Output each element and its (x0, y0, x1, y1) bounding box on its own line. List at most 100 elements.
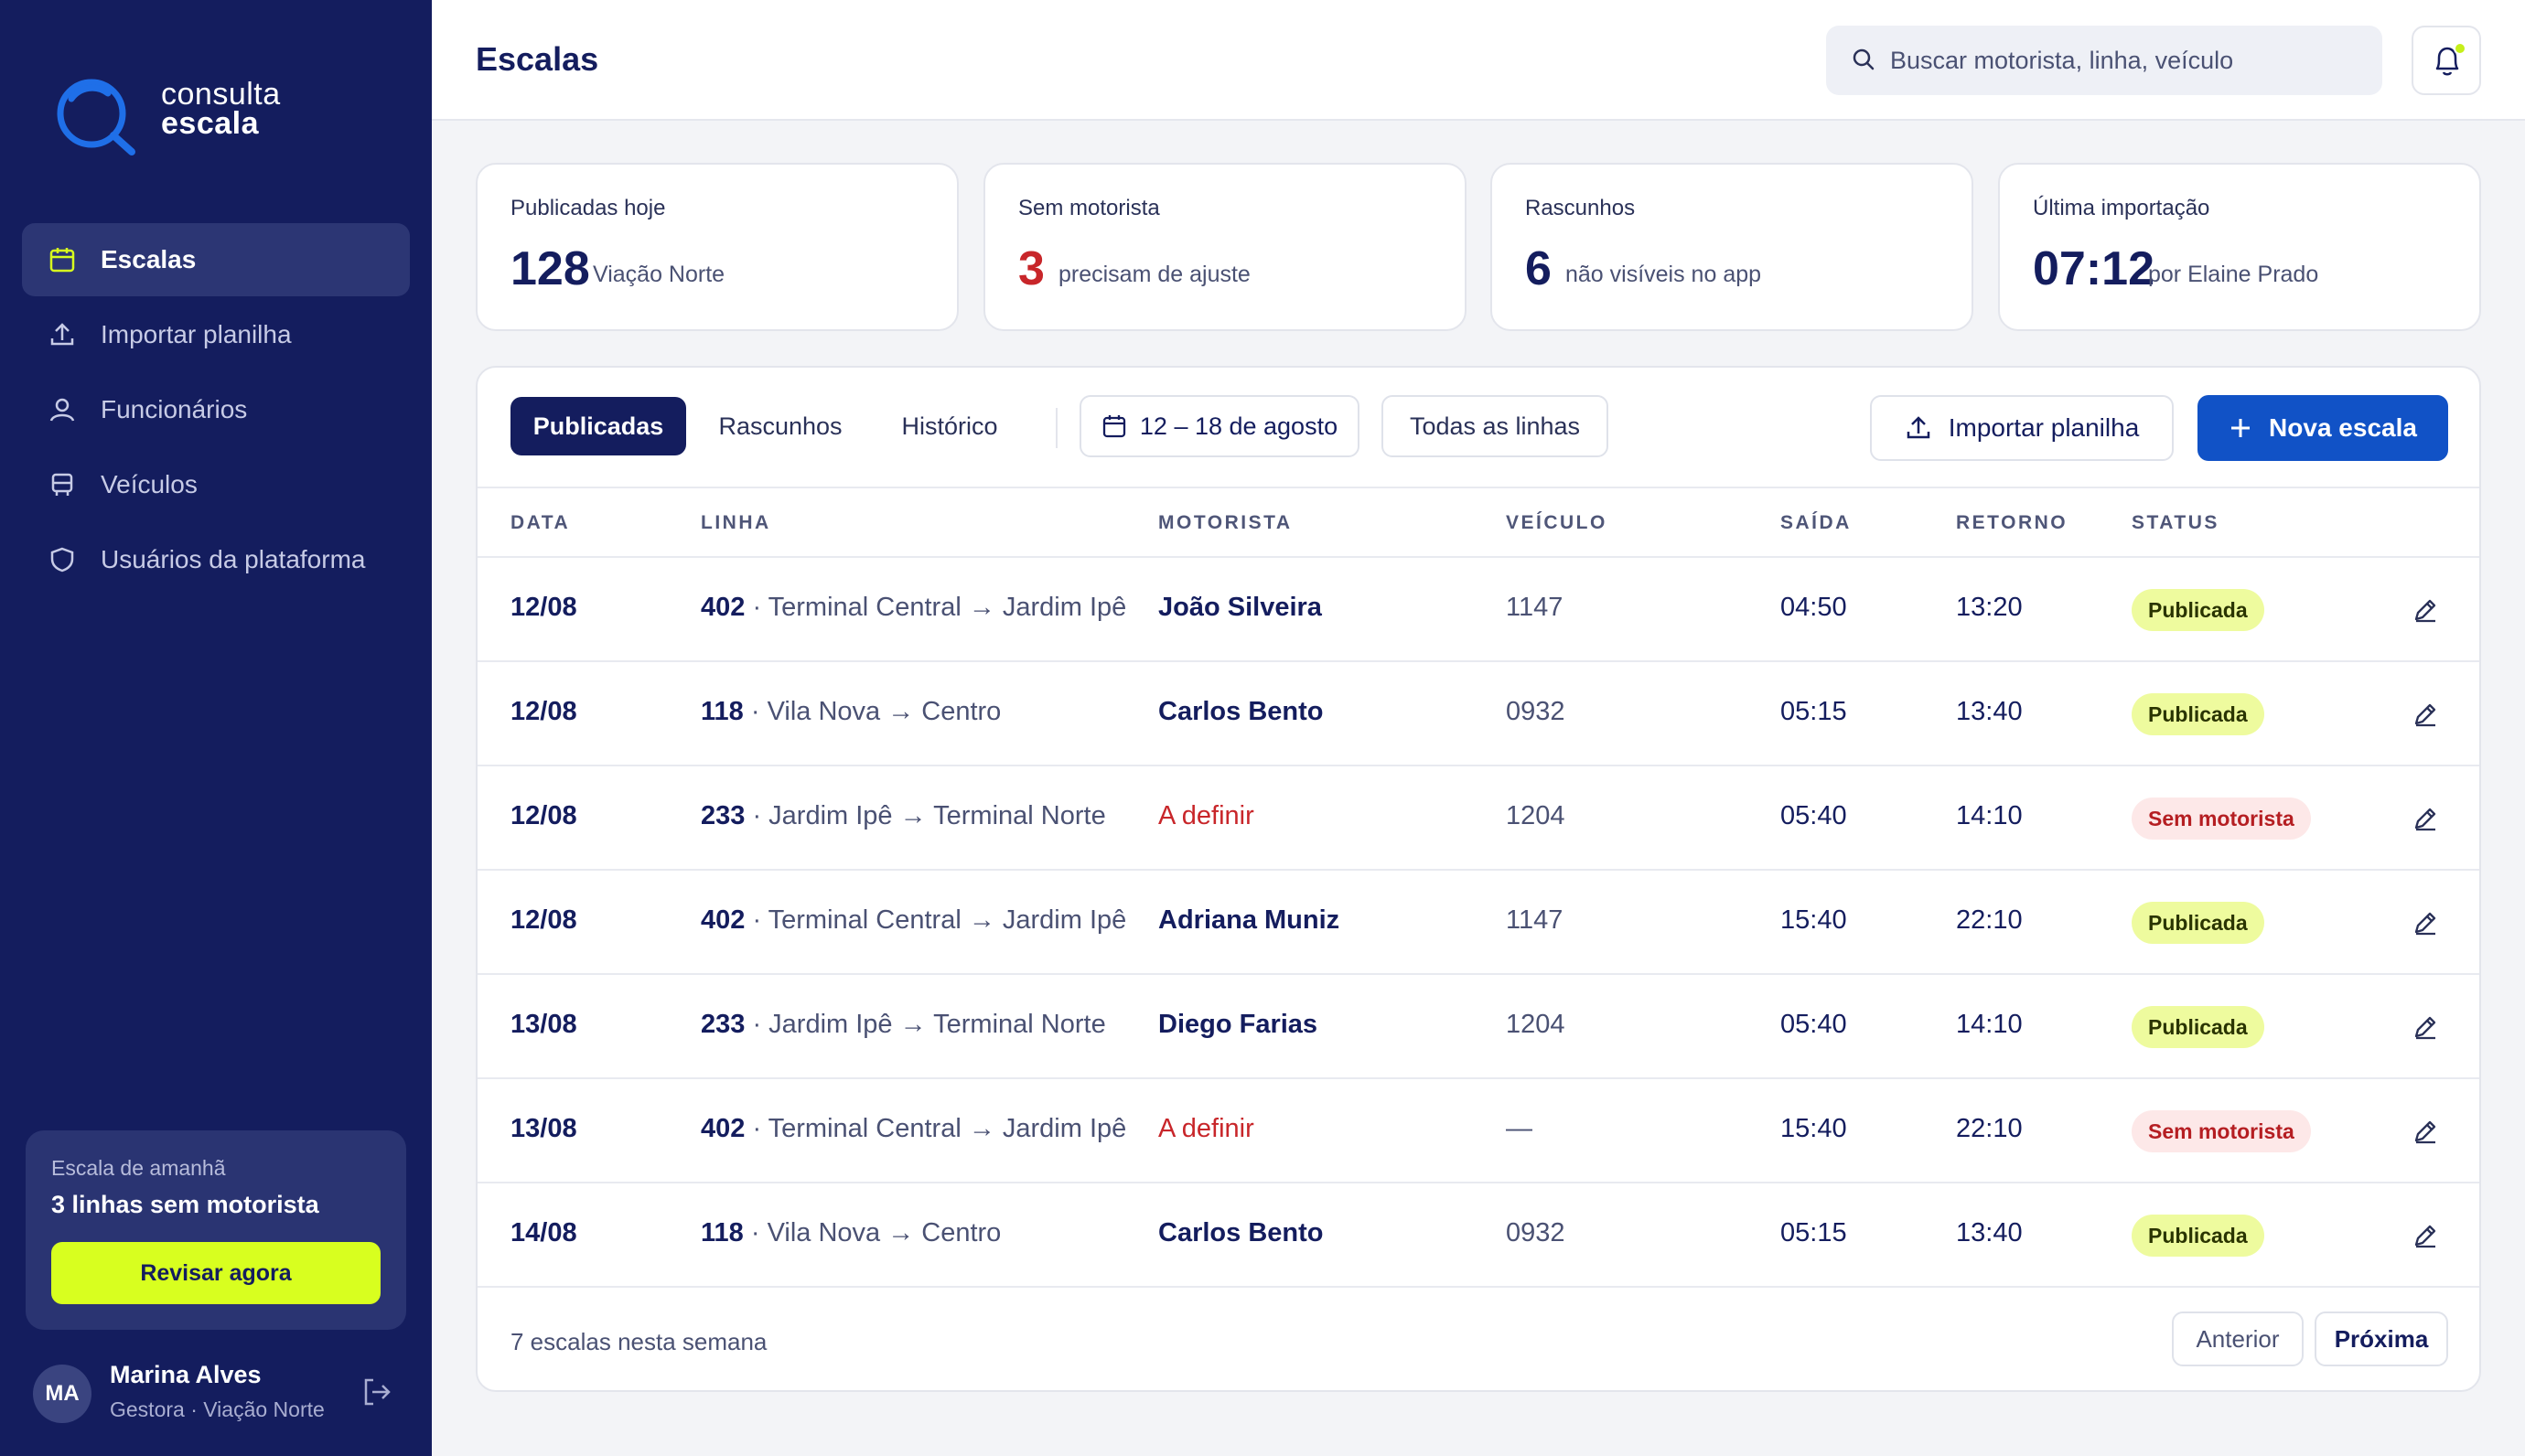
row-date: 14/08 (510, 1218, 577, 1247)
search-box[interactable] (1826, 26, 2382, 95)
new-schedule-label: Nova escala (2269, 413, 2417, 442)
upload-icon (44, 316, 81, 353)
plus-icon (2229, 416, 2252, 440)
row-return: 14:10 (1956, 801, 2023, 830)
schedule-count: 7 escalas nesta semana (510, 1328, 768, 1355)
stat-label: Rascunhos (1525, 196, 1636, 220)
edit-pencil-icon[interactable] (2410, 594, 2441, 626)
tab-publicadas[interactable]: Publicadas (510, 397, 686, 455)
status-badge: Sem motorista (2132, 1110, 2311, 1152)
status-badge: Publicada (2132, 693, 2264, 735)
edit-pencil-icon[interactable] (2410, 1116, 2441, 1147)
row-return: 13:40 (1956, 697, 2023, 726)
schedules-panel: Publicadas Rascunhos Histórico 12 – 18 d… (476, 366, 2481, 1392)
new-schedule-button[interactable]: Nova escala (2197, 395, 2448, 461)
sidebar-item-usuarios[interactable]: Usuários da plataforma (22, 523, 410, 596)
row-date: 12/08 (510, 697, 577, 726)
column-header-status[interactable]: STATUS (2132, 512, 2219, 533)
previous-page-button[interactable]: Anterior (2172, 1311, 2304, 1366)
stat-card-last-import: Última importação 07:12 por Elaine Prado (1998, 163, 2481, 331)
line-number: 402 (701, 905, 746, 935)
row-line: 118 · Vila Nova → Centro (701, 1218, 1001, 1248)
line-route: · Vila Nova → Centro (743, 697, 1002, 726)
date-range-filter[interactable]: 12 – 18 de agosto (1080, 395, 1359, 457)
logo[interactable]: consulta escala (44, 73, 337, 155)
row-driver: Diego Farias (1158, 1010, 1318, 1039)
edit-pencil-icon[interactable] (2410, 699, 2441, 730)
row-date: 13/08 (510, 1114, 577, 1143)
sidebar-item-label: Escalas (101, 245, 197, 273)
row-driver: Adriana Muniz (1158, 905, 1340, 935)
status-badge: Sem motorista (2132, 798, 2311, 840)
top-header: Escalas (432, 0, 2525, 121)
column-header-motorista[interactable]: MOTORISTA (1158, 512, 1293, 533)
row-date: 13/08 (510, 1010, 577, 1039)
table-row[interactable]: 13/08 402 · Terminal Central → Jardim Ipê… (478, 1079, 2479, 1183)
sidebar-item-label: Importar planilha (101, 320, 292, 348)
stat-note: Viação Norte (593, 262, 725, 287)
column-header-data[interactable]: DATA (510, 512, 571, 533)
user-icon (44, 391, 81, 428)
sidebar-item-escalas[interactable]: Escalas (22, 223, 410, 296)
calendar-icon (44, 241, 81, 278)
tab-historico[interactable]: Histórico (901, 412, 998, 440)
bus-icon (44, 466, 81, 503)
stat-value: 6 (1525, 242, 1552, 295)
search-input[interactable] (1890, 38, 2366, 82)
logo-text-escala: escala (161, 106, 259, 141)
notifications-button[interactable] (2412, 26, 2481, 95)
stat-note: precisam de ajuste (1058, 262, 1251, 287)
edit-pencil-icon[interactable] (2410, 907, 2441, 938)
logo-text-consulta: consulta (161, 77, 281, 112)
stat-value: 3 (1018, 242, 1045, 295)
review-now-button[interactable]: Revisar agora (51, 1242, 381, 1304)
table-row[interactable]: 12/08 118 · Vila Nova → Centro Carlos Bent… (478, 662, 2479, 766)
row-driver: Carlos Bento (1158, 697, 1324, 726)
row-return: 22:10 (1956, 1114, 2023, 1143)
stat-label: Sem motorista (1018, 196, 1160, 220)
edit-pencil-icon[interactable] (2410, 1220, 2441, 1251)
sidebar-item-label: Veículos (101, 470, 198, 498)
lines-filter[interactable]: Todas as linhas (1381, 395, 1608, 457)
sidebar-item-funcionarios[interactable]: Funcionários (22, 373, 410, 446)
row-vehicle: 0932 (1506, 1218, 1565, 1247)
avatar[interactable]: MA (33, 1365, 91, 1423)
row-vehicle: 1204 (1506, 1010, 1565, 1039)
sidebar-item-label: Funcionários (101, 395, 248, 423)
edit-pencil-icon[interactable] (2410, 1012, 2441, 1043)
row-line: 233 · Jardim Ipê → Terminal Norte (701, 801, 1106, 831)
row-date: 12/08 (510, 801, 577, 830)
row-vehicle: 1147 (1506, 593, 1563, 622)
stat-card-published: Publicadas hoje 128 Viação Norte (476, 163, 959, 331)
next-page-button[interactable]: Próxima (2315, 1311, 2448, 1366)
edit-pencil-icon[interactable] (2410, 803, 2441, 834)
table-row[interactable]: 12/08 233 · Jardim Ipê → Terminal Norte A … (478, 766, 2479, 871)
column-header-linha[interactable]: LINHA (701, 512, 771, 533)
promo-card: Escala de amanhã 3 linhas sem motorista … (26, 1130, 406, 1330)
user-role: Gestora · Viação Norte (110, 1397, 325, 1421)
row-driver: A definir (1158, 801, 1254, 830)
row-return: 14:10 (1956, 1010, 2023, 1039)
column-header-veiculo[interactable]: VEÍCULO (1506, 512, 1607, 533)
logout-icon[interactable] (360, 1376, 397, 1412)
stat-value: 07:12 (2033, 242, 2154, 295)
table-row[interactable]: 13/08 233 · Jardim Ipê → Terminal Norte Di… (478, 975, 2479, 1079)
table-row[interactable]: 14/08 118 · Vila Nova → Centro Carlos Bent… (478, 1183, 2479, 1288)
sidebar-item-label: Usuários da plataforma (101, 545, 366, 573)
row-line: 118 · Vila Nova → Centro (701, 697, 1001, 727)
column-header-saida[interactable]: SAÍDA (1780, 512, 1852, 533)
sidebar-item-veiculos[interactable]: Veículos (22, 448, 410, 521)
tab-rascunhos[interactable]: Rascunhos (718, 412, 843, 440)
table-row[interactable]: 12/08 402 · Terminal Central → Jardim Ipê… (478, 558, 2479, 662)
row-departure: 05:40 (1780, 801, 1847, 830)
sidebar-item-importar[interactable]: Importar planilha (22, 298, 410, 371)
promo-subtitle: Escala de amanhã (51, 1156, 226, 1180)
line-route: · Jardim Ipê → Terminal Norte (745, 1010, 1106, 1039)
row-date: 12/08 (510, 593, 577, 622)
row-line: 233 · Jardim Ipê → Terminal Norte (701, 1010, 1106, 1040)
table-row[interactable]: 12/08 402 · Terminal Central → Jardim Ipê… (478, 871, 2479, 975)
column-header-retorno[interactable]: RETORNO (1956, 512, 2068, 533)
shield-icon (44, 541, 81, 578)
import-spreadsheet-button[interactable]: Importar planilha (1870, 395, 2174, 461)
table-header: DATA LINHA MOTORISTA VEÍCULO SAÍDA RETOR… (478, 487, 2479, 558)
